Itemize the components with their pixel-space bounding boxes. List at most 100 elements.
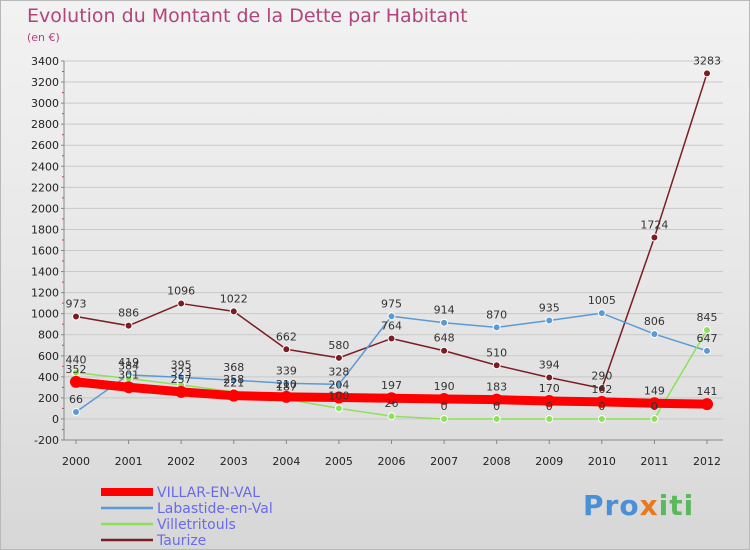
- legend-label: Taurize: [156, 533, 206, 549]
- data-point: [282, 345, 291, 354]
- data-point: [543, 395, 556, 408]
- data-point: [595, 395, 608, 408]
- data-label: 210: [276, 378, 297, 391]
- data-point: [229, 307, 238, 316]
- data-point: [597, 309, 606, 318]
- data-point: [282, 379, 291, 388]
- chart-title: Evolution du Montant de la Dette par Hab…: [27, 5, 468, 27]
- data-point: [703, 69, 711, 78]
- data-point: [492, 414, 501, 423]
- data-label: 647: [697, 332, 718, 345]
- legend-label: VILLAR-EN-VAL: [157, 485, 260, 501]
- data-label: 162: [591, 383, 612, 396]
- data-label: 141: [697, 385, 718, 398]
- data-label: 258: [223, 373, 244, 386]
- data-label: 975: [381, 297, 402, 310]
- data-point: [124, 321, 133, 330]
- y-tick-label: 200: [38, 392, 59, 405]
- y-tick-label: 600: [38, 350, 59, 363]
- data-point: [387, 312, 396, 321]
- x-tick-label: 2001: [115, 455, 143, 468]
- data-label: 0: [651, 400, 658, 413]
- data-label: 395: [171, 358, 192, 371]
- data-label: 197: [381, 379, 402, 392]
- data-label: 66: [69, 393, 83, 406]
- data-point: [597, 414, 606, 423]
- data-label: 973: [66, 298, 87, 311]
- data-label: 3283: [693, 54, 721, 67]
- data-label: 149: [644, 384, 665, 397]
- data-point: [334, 353, 343, 362]
- data-label: 845: [697, 311, 718, 324]
- x-tick-label: 2012: [693, 455, 721, 468]
- x-tick-label: 2011: [640, 455, 668, 468]
- y-tick-label: 1800: [31, 223, 59, 236]
- x-tick-label: 2002: [167, 455, 195, 468]
- data-label: 0: [546, 400, 553, 413]
- logo-part-3: iti: [658, 489, 695, 522]
- data-point: [545, 373, 554, 382]
- data-point: [175, 385, 188, 398]
- data-point: [229, 376, 238, 385]
- y-tick-label: 1200: [31, 287, 59, 300]
- data-label: 0: [441, 400, 448, 413]
- data-label: 170: [539, 382, 560, 395]
- data-label: 648: [434, 332, 455, 345]
- x-tick-label: 2006: [378, 455, 406, 468]
- data-point: [650, 233, 659, 242]
- data-label: 419: [118, 356, 139, 369]
- y-tick-label: 400: [38, 371, 59, 384]
- data-label: 806: [644, 315, 665, 328]
- y-tick-label: 2000: [31, 202, 59, 215]
- data-label: 290: [591, 369, 612, 382]
- y-tick-label: 1600: [31, 245, 59, 258]
- data-point: [72, 312, 80, 321]
- data-point: [70, 375, 82, 388]
- data-point: [703, 346, 711, 355]
- y-tick-label: 2600: [31, 139, 59, 152]
- logo-part-2: x: [639, 489, 659, 522]
- y-tick-label: 0: [52, 413, 59, 426]
- data-label: 368: [223, 361, 244, 374]
- data-label: 339: [276, 364, 297, 377]
- legend: VILLAR-EN-VALLabastide-en-ValVilletritou…: [101, 485, 273, 549]
- data-label: 1096: [167, 285, 195, 298]
- series-layer: [70, 69, 713, 423]
- data-label: 1022: [220, 292, 248, 305]
- x-tick-label: 2000: [62, 455, 90, 468]
- data-point: [490, 393, 503, 406]
- x-tick-label: 2004: [272, 455, 300, 468]
- data-label: 204: [328, 378, 349, 391]
- y-tick-label: 3200: [31, 76, 59, 89]
- proxiti-logo: Proxiti: [583, 489, 694, 522]
- data-label: 301: [118, 368, 139, 381]
- data-label: 221: [223, 377, 244, 390]
- x-tick-label: 2007: [430, 455, 458, 468]
- data-point: [545, 414, 554, 423]
- data-point: [492, 323, 501, 332]
- data-point: [177, 373, 186, 382]
- legend-label: Labastide-en-Val: [157, 501, 273, 517]
- data-label: 0: [493, 400, 500, 413]
- data-label: 190: [434, 380, 455, 393]
- y-tick-label: 2400: [31, 160, 59, 173]
- data-point: [332, 391, 345, 404]
- axes: -200020040060080010001200140016001800200…: [31, 55, 723, 468]
- data-label: 662: [276, 330, 297, 343]
- x-tick-label: 2009: [535, 455, 563, 468]
- data-label: 1005: [588, 294, 616, 307]
- data-point: [177, 299, 186, 308]
- data-label: 914: [434, 304, 455, 317]
- y-tick-label: -200: [34, 434, 59, 447]
- y-tick-label: 3400: [31, 55, 59, 68]
- data-point: [492, 361, 501, 370]
- data-point: [387, 334, 396, 343]
- data-point: [597, 384, 606, 393]
- data-label: 394: [539, 358, 560, 371]
- data-point: [440, 346, 449, 355]
- y-tick-label: 2200: [31, 181, 59, 194]
- data-point: [227, 389, 240, 402]
- data-label: 187: [276, 380, 297, 393]
- logo-part-1: Pro: [583, 489, 640, 522]
